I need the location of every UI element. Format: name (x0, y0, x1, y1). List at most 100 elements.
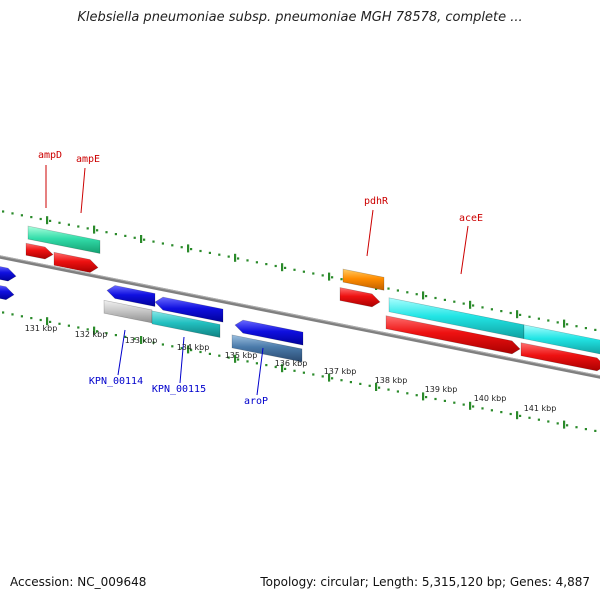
tick-label: 133 kbp (125, 336, 158, 345)
tick-dot-outer (481, 306, 484, 309)
tick-dot-inner (566, 424, 569, 427)
tick-dot-outer (425, 295, 428, 298)
tick-dot-outer (124, 234, 127, 237)
tick-major-inner (563, 420, 566, 429)
tick-dot-inner (208, 352, 211, 355)
tick-dot-inner (265, 364, 268, 367)
gene-arrow-aceE[interactable] (385, 315, 521, 355)
gene-arrow-ampD[interactable] (25, 242, 54, 260)
tick-dot-outer (30, 216, 33, 219)
tick-dot-inner (30, 317, 33, 320)
tick-major-outer (187, 244, 190, 253)
tick-dot-inner (500, 411, 503, 414)
tick-major-outer (234, 253, 237, 262)
tick-dot-inner (528, 416, 531, 419)
accession-text: Accession: NC_009648 (10, 575, 147, 589)
tick-dot-inner (161, 343, 164, 346)
tick-label: 132 kbp (75, 330, 108, 339)
tick-dot-outer (396, 289, 399, 292)
tick-dot-outer (312, 272, 315, 275)
tick-label: 136 kbp (275, 359, 308, 368)
tick-dot-outer (566, 323, 569, 326)
gene-arrow-blue-134[interactable] (154, 296, 224, 323)
gene-arrow-blue-133[interactable] (106, 285, 156, 307)
tick-dot-inner (105, 332, 108, 335)
gene-arrow-ampE[interactable] (53, 251, 99, 273)
leader-line-KPN_00114 (117, 329, 126, 376)
tick-dot-outer (96, 229, 99, 232)
tick-dot-outer (406, 291, 409, 294)
tick-dot-outer (255, 261, 258, 264)
leader-line-aceE (460, 225, 469, 275)
tick-dot-outer (190, 248, 193, 251)
tick-dot-outer (556, 321, 559, 324)
tick-major-inner (422, 392, 425, 401)
tick-dot-outer (11, 212, 14, 215)
tick-dot-inner (368, 384, 371, 387)
tick-dot-inner (594, 429, 597, 432)
leader-line-pdhR (366, 209, 374, 257)
tick-major-inner (46, 317, 49, 326)
tick-major-inner (93, 326, 96, 335)
tick-dot-outer (331, 276, 334, 279)
tick-dot-outer (509, 311, 512, 315)
tick-dot-inner (443, 399, 446, 402)
tick-dot-inner (171, 345, 174, 348)
tick-major-outer (563, 319, 566, 328)
gene-box-KPN_00115[interactable] (151, 310, 221, 338)
tick-dot-outer (77, 225, 80, 228)
tick-major-inner (140, 336, 143, 344)
tick-dot-inner (96, 330, 99, 333)
tick-dot-inner (575, 426, 578, 429)
tick-major-outer (281, 263, 284, 272)
tick-dot-outer (575, 325, 578, 328)
gene-arrow-blue-left-edge[interactable] (0, 266, 17, 282)
tick-dot-outer (453, 300, 456, 303)
tick-dot-inner (77, 326, 80, 329)
tick-major-outer (422, 291, 425, 300)
tick-dot-inner (190, 349, 193, 352)
tick-dot-outer (171, 244, 174, 247)
tick-dot-outer (152, 240, 155, 243)
tick-dot-inner (321, 375, 324, 378)
tick-dot-inner (143, 339, 146, 342)
tick-dot-inner (396, 390, 399, 393)
gene-box-aroP[interactable] (231, 334, 303, 363)
gene-label-ampE: ampE (76, 154, 100, 165)
tick-dot-outer (462, 302, 465, 305)
tick-dot-inner (349, 381, 352, 384)
gene-label-pdhR: pdhR (364, 196, 389, 207)
tick-dot-outer (387, 287, 390, 290)
gene-box-ampD[interactable] (27, 225, 101, 254)
tick-major-outer (469, 300, 472, 309)
tick-dot-inner (509, 412, 512, 416)
leader-line-aroP (256, 347, 264, 396)
tick-dot-outer (584, 327, 587, 330)
tick-dot-inner (462, 403, 465, 406)
gene-box-aceF[interactable] (523, 324, 600, 355)
gene-label-KPN_00115: KPN_00115 (152, 384, 206, 395)
tick-dot-inner (227, 356, 230, 359)
tick-dot-inner (86, 328, 89, 331)
tick-dot-inner (2, 311, 5, 314)
tick-major-inner (187, 345, 190, 354)
tick-label: 138 kbp (375, 376, 408, 385)
gene-arrow-blue-left-edge-lower[interactable] (0, 285, 15, 301)
feature-track[interactable] (0, 225, 600, 372)
tick-dot-outer (302, 270, 305, 273)
tick-dot-outer (199, 249, 202, 253)
gene-box-pdhR[interactable] (342, 268, 385, 291)
tick-dot-inner (556, 422, 559, 425)
gene-arrow-pdhR[interactable] (339, 287, 381, 308)
gene-arrow-blue-135[interactable] (234, 319, 304, 346)
tick-dot-inner (406, 392, 409, 395)
tick-dot-inner (39, 318, 42, 322)
tick-major-outer (93, 225, 96, 234)
tick-dot-outer (20, 214, 23, 217)
gene-arrow-aceF[interactable] (520, 342, 600, 372)
tick-major-outer (328, 272, 331, 281)
tick-dot-inner (11, 313, 14, 316)
tick-dot-inner (199, 350, 202, 354)
backbone-line (0, 255, 600, 379)
